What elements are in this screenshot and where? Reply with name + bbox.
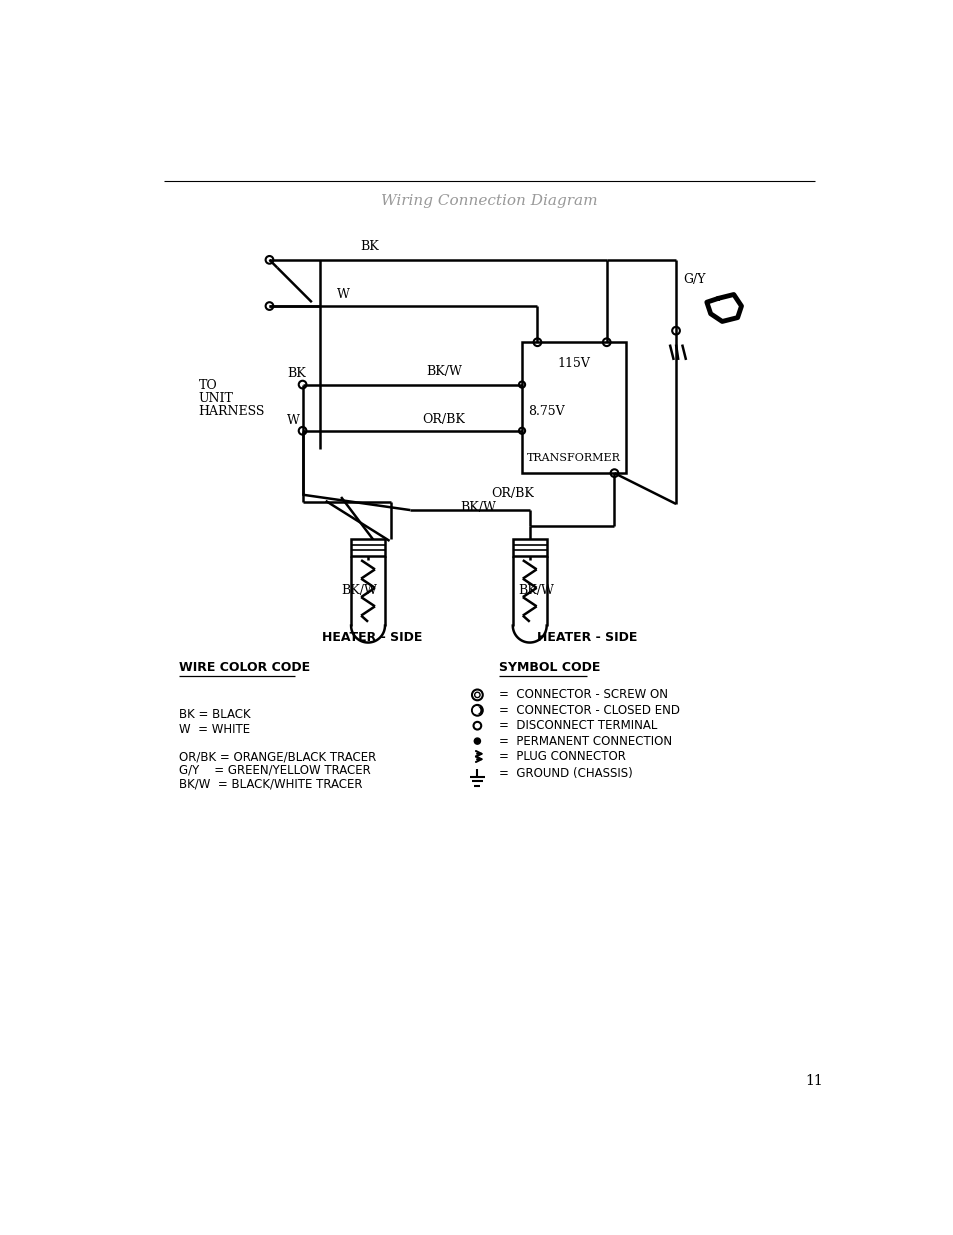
Text: BK/W: BK/W (460, 500, 496, 514)
Bar (351, 540, 385, 556)
Text: BK: BK (360, 241, 378, 253)
Circle shape (473, 708, 479, 714)
Text: =  CONNECTOR - SCREW ON: = CONNECTOR - SCREW ON (498, 688, 667, 701)
Circle shape (474, 739, 480, 745)
Text: Wiring Connection Diagram: Wiring Connection Diagram (380, 194, 597, 207)
Text: BK: BK (287, 367, 306, 380)
Text: 115V: 115V (557, 357, 590, 370)
Text: 8.75V: 8.75V (528, 405, 564, 417)
Text: G/Y    = GREEN/YELLOW TRACER: G/Y = GREEN/YELLOW TRACER (179, 764, 371, 777)
Text: BK/W: BK/W (341, 584, 376, 598)
Text: OR/BK: OR/BK (421, 412, 464, 426)
Bar (513, 540, 546, 556)
Text: =  PLUG CONNECTOR: = PLUG CONNECTOR (498, 750, 625, 763)
Text: G/Y: G/Y (683, 273, 705, 285)
Text: SYMBOL CODE: SYMBOL CODE (498, 662, 599, 674)
Text: =  PERMANENT CONNECTION: = PERMANENT CONNECTION (498, 735, 671, 747)
Text: OR/BK = ORANGE/BLACK TRACER: OR/BK = ORANGE/BLACK TRACER (179, 750, 376, 763)
Text: W: W (287, 414, 300, 427)
Text: BK/W: BK/W (517, 584, 554, 598)
Text: W  = WHITE: W = WHITE (179, 722, 251, 736)
Text: WIRE COLOR CODE: WIRE COLOR CODE (179, 662, 310, 674)
Text: HEATER - SIDE: HEATER - SIDE (321, 631, 422, 643)
Text: OR/BK: OR/BK (491, 487, 534, 500)
Text: BK = BLACK: BK = BLACK (179, 708, 251, 721)
Text: W: W (336, 288, 350, 301)
Text: TO: TO (198, 379, 217, 391)
Text: =  GROUND (CHASSIS): = GROUND (CHASSIS) (498, 767, 632, 781)
Text: =  CONNECTOR - CLOSED END: = CONNECTOR - CLOSED END (498, 704, 679, 716)
Bar (521, 342, 625, 473)
Text: HEATER - SIDE: HEATER - SIDE (537, 631, 638, 643)
Text: =  DISCONNECT TERMINAL: = DISCONNECT TERMINAL (498, 719, 657, 732)
Text: UNIT: UNIT (198, 391, 233, 405)
Text: TRANSFORMER: TRANSFORMER (526, 453, 620, 463)
Circle shape (476, 708, 481, 714)
Text: BK/W  = BLACK/WHITE TRACER: BK/W = BLACK/WHITE TRACER (179, 778, 362, 790)
Text: HARNESS: HARNESS (198, 405, 265, 417)
Text: 11: 11 (805, 1074, 822, 1088)
Text: BK/W: BK/W (425, 366, 461, 378)
